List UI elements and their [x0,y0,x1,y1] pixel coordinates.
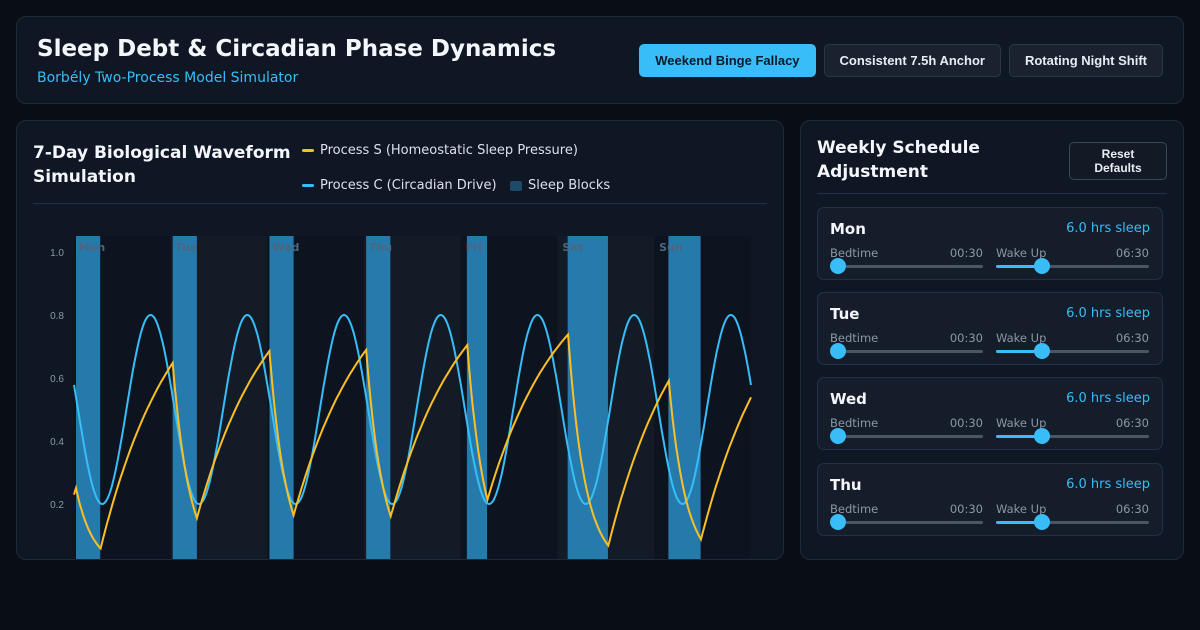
day-label-thu: Thu [369,241,392,254]
wake-slider-fill [996,435,1042,438]
day-label-fri: Fri [466,241,482,254]
legend-process-c-label: Process C (Circadian Drive) [320,178,497,193]
schedule-divider [817,193,1167,194]
preset-consistent-anchor-button[interactable]: Consistent 7.5h Anchor [823,44,1001,77]
page-subtitle: Borbély Two-Process Model Simulator [37,70,299,86]
bedtime-value: 00:30 [949,246,983,260]
wake-slider-fill [996,265,1042,268]
bedtime-label: Bedtime [830,246,879,260]
sleep-block-fri [466,236,488,559]
day-card-tue: Tue 6.0 hrs sleep Bedtime 00:30 Wake Up 06:30 [817,292,1163,365]
wake-slider[interactable] [996,514,1149,530]
process-s-line [73,332,752,551]
legend-process-s-label: Process S (Homeostatic Sleep Pressure) [320,143,578,158]
sleep-duration: 6.0 hrs sleep [1066,221,1150,236]
preset-button-group: Weekend Binge Fallacy Consistent 7.5h An… [639,44,1163,77]
wake-slider[interactable] [996,258,1149,274]
wake-slider-fill [996,521,1042,524]
day-name: Tue [830,305,860,323]
preset-weekend-binge-button[interactable]: Weekend Binge Fallacy [639,44,816,77]
bedtime-label: Bedtime [830,502,879,516]
bedtime-value: 00:30 [949,416,983,430]
bedtime-slider[interactable] [829,258,983,274]
wake-label: Wake Up [996,246,1047,260]
day-label-sun: Sun [659,241,683,254]
bedtime-slider[interactable] [829,514,983,530]
bedtime-slider[interactable] [829,428,983,444]
legend-sleep-blocks-label: Sleep Blocks [528,178,611,193]
wake-value: 06:30 [1115,502,1149,516]
day-name: Thu [830,476,862,494]
bedtime-slider[interactable] [829,343,983,359]
page-title: Sleep Debt & Circadian Phase Dynamics [37,36,557,62]
day-label-sat: Sat [562,241,583,254]
day-card-thu: Thu 6.0 hrs sleep Bedtime 00:30 Wake Up 06:30 [817,463,1163,536]
day-name: Wed [830,390,867,408]
bedtime-label: Bedtime [830,331,879,345]
wake-slider[interactable] [996,428,1149,444]
wake-label: Wake Up [996,416,1047,430]
legend-sleep-blocks-swatch [510,180,522,191]
wake-slider-thumb[interactable] [1033,258,1050,274]
bedtime-slider-thumb[interactable] [829,343,846,359]
waveform-chart-panel: 1.0 0.8 0.6 0.4 0.2 Mon Tue Wed Thu Fri Sat Sun 7-D… [16,120,784,560]
legend-process-s: Process S (Homeostatic Sleep Pressure) [302,143,578,158]
y-tick-label: 0.8 [50,311,64,322]
bedtime-slider-thumb[interactable] [829,428,846,444]
wake-value: 06:30 [1115,331,1149,345]
wake-slider[interactable] [996,343,1149,359]
bedtime-label: Bedtime [830,416,879,430]
sleep-duration: 6.0 hrs sleep [1066,391,1150,406]
y-tick-label: 0.2 [50,500,64,511]
reset-defaults-button[interactable]: Reset Defaults [1069,142,1167,180]
day-name: Mon [830,220,866,238]
schedule-panel: Weekly Schedule Adjustment Reset Default… [800,120,1184,560]
sleep-block-sun [668,236,701,559]
sleep-duration: 6.0 hrs sleep [1066,306,1150,321]
wake-slider-fill [996,350,1042,353]
waveform-chart: 1.0 0.8 0.6 0.4 0.2 Mon Tue Wed Thu Fri Sat Sun [50,236,752,559]
legend-process-c: Process C (Circadian Drive) [302,178,497,193]
legend-sleep-blocks: Sleep Blocks [510,178,610,193]
wake-slider-thumb[interactable] [1033,343,1050,359]
preset-rotating-shift-button[interactable]: Rotating Night Shift [1008,44,1163,77]
day-label-wed: Wed [272,241,299,254]
bedtime-slider-thumb[interactable] [829,258,846,274]
day-card-wed: Wed 6.0 hrs sleep Bedtime 00:30 Wake Up 06:30 [817,377,1163,450]
wake-label: Wake Up [996,331,1047,345]
app-header: Sleep Debt & Circadian Phase Dynamics Bo… [16,16,1184,104]
y-tick-label: 0.4 [50,437,64,448]
wake-value: 06:30 [1115,416,1149,430]
wake-label: Wake Up [996,502,1047,516]
day-label-mon: Mon [79,241,105,254]
y-tick-label: 0.6 [50,374,64,385]
wake-slider-thumb[interactable] [1033,428,1050,444]
wake-value: 06:30 [1115,246,1149,260]
day-label-tue: Tue [176,241,198,254]
chart-divider [33,203,767,204]
chart-title: 7-Day Biological Waveform Simulation [33,143,291,187]
sleep-block-mon [76,236,101,559]
day-card-mon: Mon 6.0 hrs sleep Bedtime 00:30 Wake Up 06:30 [817,207,1163,280]
y-tick-label: 1.0 [50,248,64,259]
sleep-duration: 6.0 hrs sleep [1066,477,1150,492]
bedtime-value: 00:30 [949,331,983,345]
legend-process-s-swatch [302,149,314,152]
legend-process-c-swatch [302,184,314,187]
bedtime-value: 00:30 [949,502,983,516]
schedule-title: Weekly Schedule Adjustment [817,138,980,182]
bedtime-slider-thumb[interactable] [829,514,846,530]
wake-slider-thumb[interactable] [1033,514,1050,530]
